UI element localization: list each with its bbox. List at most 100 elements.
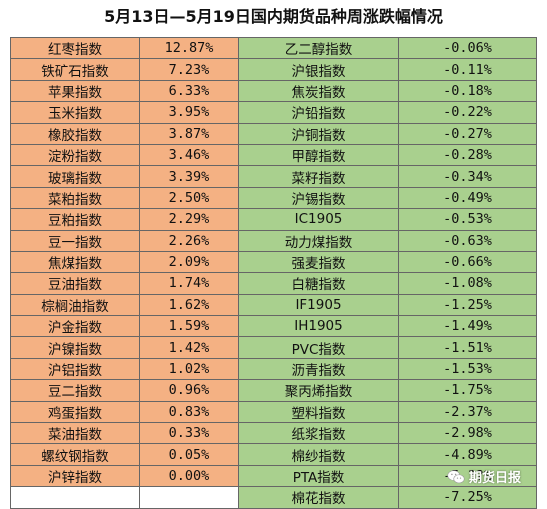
change-table: 红枣指数 12.87% 乙二醇指数 -0.06% 铁矿石指数 7.23% 沪银指数 -0.11… [10, 36, 537, 509]
decliner-change: -1.51% [398, 336, 537, 359]
gainer-name: 菜粕指数 [10, 186, 140, 210]
table-row: 沪金指数 1.59% IH1905 -1.49% [10, 315, 537, 338]
decliner-change: -1.75% [398, 379, 537, 402]
table-row: 沪锌指数 0.00% PTA指数 -5.??% [10, 464, 537, 488]
gainer-name [10, 486, 140, 509]
watermark-text: 期货日报 [469, 471, 522, 486]
table-row: 棉花指数 -7.25% [10, 486, 537, 509]
gainer-name: 橡胶指数 [10, 122, 140, 145]
decliner-name: PTA指数 [238, 464, 399, 488]
gainer-change: 3.95% [139, 101, 239, 124]
table-row: 铁矿石指数 7.23% 沪银指数 -0.11% [10, 58, 537, 81]
decliner-name: 棉花指数 [238, 486, 399, 509]
decliner-name: 动力煤指数 [238, 229, 399, 252]
gainer-change: 1.74% [139, 272, 239, 295]
table-row: 螺纹钢指数 0.05% 棉纱指数 -4.89% [10, 443, 537, 466]
gainer-change: 2.50% [139, 186, 239, 210]
gainer-name: 焦煤指数 [10, 250, 140, 274]
decliner-name: 沥青指数 [238, 357, 399, 381]
table-row: 沪镍指数 1.42% PVC指数 -1.51% [10, 336, 537, 359]
gainer-change: 0.83% [139, 400, 239, 424]
decliner-change: -0.11% [398, 58, 537, 81]
decliner-name: 甲醇指数 [238, 143, 399, 167]
gainer-name: 玻璃指数 [10, 165, 140, 188]
decliner-name: 强麦指数 [238, 250, 399, 274]
gainer-name: 铁矿石指数 [10, 58, 140, 81]
gainer-name: 菜油指数 [10, 422, 140, 445]
gainer-change: 2.26% [139, 229, 239, 252]
gainer-change: 3.39% [139, 165, 239, 188]
table-row: 玉米指数 3.95% 沪铅指数 -0.22% [10, 101, 537, 124]
decliner-change: -7.25% [398, 486, 537, 509]
gainer-change: 0.00% [139, 464, 239, 488]
gainer-change: 0.96% [139, 379, 239, 402]
table-row: 鸡蛋指数 0.83% 塑料指数 -2.37% [10, 400, 537, 424]
decliner-name: PVC指数 [238, 336, 399, 359]
watermark: 期货日报 [447, 467, 521, 486]
gainer-name: 红枣指数 [10, 36, 140, 60]
decliner-change: -1.49% [398, 315, 537, 338]
gainer-change: 0.05% [139, 443, 239, 466]
table-row: 菜粕指数 2.50% 沪锡指数 -0.49% [10, 186, 537, 210]
decliner-name: 乙二醇指数 [238, 36, 399, 60]
table-body: 红枣指数 12.87% 乙二醇指数 -0.06% 铁矿石指数 7.23% 沪银指数 -0.11… [10, 36, 537, 509]
table-row: 焦煤指数 2.09% 强麦指数 -0.66% [10, 250, 537, 274]
decliner-change: -0.53% [398, 208, 537, 231]
gainer-name: 豆油指数 [10, 272, 140, 295]
decliner-change: -0.34% [398, 165, 537, 188]
decliner-name: 聚丙烯指数 [238, 379, 399, 402]
decliner-change: -0.63% [398, 229, 537, 252]
gainer-change: 0.33% [139, 422, 239, 445]
table-row: 玻璃指数 3.39% 菜籽指数 -0.34% [10, 165, 537, 188]
decliner-name: 焦炭指数 [238, 79, 399, 103]
gainer-change: 3.87% [139, 122, 239, 145]
decliner-change: -0.49% [398, 186, 537, 210]
gainer-name: 螺纹钢指数 [10, 443, 140, 466]
decliner-change: -0.06% [398, 36, 537, 60]
table-row: 橡胶指数 3.87% 沪铜指数 -0.27% [10, 122, 537, 145]
decliner-name: 沪银指数 [238, 58, 399, 81]
table-row: 豆一指数 2.26% 动力煤指数 -0.63% [10, 229, 537, 252]
decliner-name: 白糖指数 [238, 272, 399, 295]
gainer-change: 2.09% [139, 250, 239, 274]
decliner-change: -2.37% [398, 400, 537, 424]
decliner-name: 菜籽指数 [238, 165, 399, 188]
decliner-name: 沪锡指数 [238, 186, 399, 210]
gainer-name: 玉米指数 [10, 101, 140, 124]
gainer-change [139, 486, 239, 509]
decliner-change: -4.89% [398, 443, 537, 466]
gainer-change: 6.33% [139, 79, 239, 103]
gainer-name: 沪铝指数 [10, 357, 140, 381]
decliner-change: -0.22% [398, 101, 537, 124]
decliner-change: -1.25% [398, 293, 537, 317]
gainer-name: 沪金指数 [10, 315, 140, 338]
table-row: 棕榈油指数 1.62% IF1905 -1.25% [10, 293, 537, 317]
gainer-change: 2.29% [139, 208, 239, 231]
gainer-name: 棕榈油指数 [10, 293, 140, 317]
decliner-name: 纸浆指数 [238, 422, 399, 445]
gainer-change: 1.59% [139, 315, 239, 338]
decliner-change: -1.08% [398, 272, 537, 295]
decliner-name: 沪铅指数 [238, 101, 399, 124]
gainer-name: 豆一指数 [10, 229, 140, 252]
table-row: 豆二指数 0.96% 聚丙烯指数 -1.75% [10, 379, 537, 402]
table-row: 豆粕指数 2.29% IC1905 -0.53% [10, 208, 537, 231]
gainer-change: 1.02% [139, 357, 239, 381]
decliner-name: IC1905 [238, 208, 399, 231]
table-row: 菜油指数 0.33% 纸浆指数 -2.98% [10, 422, 537, 445]
gainer-name: 豆二指数 [10, 379, 140, 402]
decliner-change: -0.66% [398, 250, 537, 274]
wechat-icon [447, 469, 465, 483]
decliner-name: 沪铜指数 [238, 122, 399, 145]
gainer-name: 沪锌指数 [10, 464, 140, 488]
table-row: 淀粉指数 3.46% 甲醇指数 -0.28% [10, 143, 537, 167]
decliner-change: -0.27% [398, 122, 537, 145]
decliner-name: IH1905 [238, 315, 399, 338]
gainer-change: 3.46% [139, 143, 239, 167]
gainer-change: 1.62% [139, 293, 239, 317]
table-row: 沪铝指数 1.02% 沥青指数 -1.53% [10, 357, 537, 381]
page-title: 5月13日—5月19日国内期货品种周涨跌幅情况 [0, 0, 547, 34]
gainer-name: 鸡蛋指数 [10, 400, 140, 424]
gainer-change: 7.23% [139, 58, 239, 81]
gainer-name: 豆粕指数 [10, 208, 140, 231]
